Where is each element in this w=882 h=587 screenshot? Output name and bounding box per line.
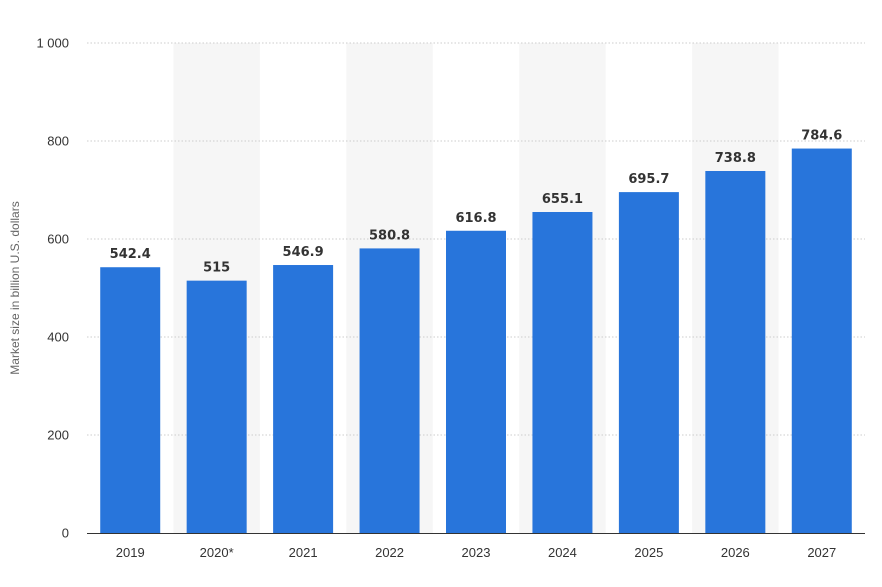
- data-label-2020*: 515: [203, 261, 230, 276]
- data-label-2019: 542.4: [110, 247, 151, 262]
- bar-2024: [532, 212, 593, 533]
- x-tick-label: 2025: [634, 545, 663, 560]
- bar-2020*: [186, 280, 247, 533]
- bar-2025: [618, 192, 679, 533]
- bar-2022: [359, 248, 420, 533]
- bar-2027: [791, 148, 852, 533]
- y-tick-label: 800: [47, 134, 69, 149]
- y-tick-label: 600: [47, 232, 69, 247]
- data-label-2026: 738.8: [715, 151, 756, 166]
- data-label-2021: 546.9: [283, 245, 324, 260]
- x-tick-label: 2024: [548, 545, 577, 560]
- bar-2021: [273, 265, 334, 533]
- bar-2019: [100, 267, 161, 533]
- bars: [100, 148, 852, 533]
- data-label-2022: 580.8: [369, 228, 410, 243]
- x-tick-label: 2019: [116, 545, 145, 560]
- data-label-2024: 655.1: [542, 192, 583, 207]
- bar-2023: [446, 230, 506, 533]
- x-tick-label: 2027: [807, 545, 836, 560]
- x-tick-label: 2022: [375, 545, 404, 560]
- bar-2026: [705, 170, 766, 533]
- data-labels: 542.4 515 546.9 580.8 616.8 655.1 695.7 738.8 78…: [110, 129, 843, 276]
- y-tick-label: 1 000: [36, 36, 69, 51]
- y-tick-label: 0: [62, 526, 69, 541]
- y-tick-label: 200: [47, 428, 69, 443]
- x-axis-ticks: 2019 2020* 2021 2022 2023 2024 2025 2026 2027: [116, 545, 836, 560]
- data-label-2023: 616.8: [455, 211, 496, 226]
- x-tick-label: 2020*: [200, 545, 234, 560]
- x-tick-label: 2021: [289, 545, 318, 560]
- y-tick-label: 400: [47, 330, 69, 345]
- y-axis-label: Market size in billion U.S. dollars: [8, 201, 22, 374]
- y-axis-ticks: 0 200 400 600 800 1 000: [36, 36, 69, 541]
- x-tick-label: 2023: [462, 545, 491, 560]
- data-label-2025: 695.7: [628, 172, 669, 187]
- x-tick-label: 2026: [721, 545, 750, 560]
- data-label-2027: 784.6: [801, 129, 842, 144]
